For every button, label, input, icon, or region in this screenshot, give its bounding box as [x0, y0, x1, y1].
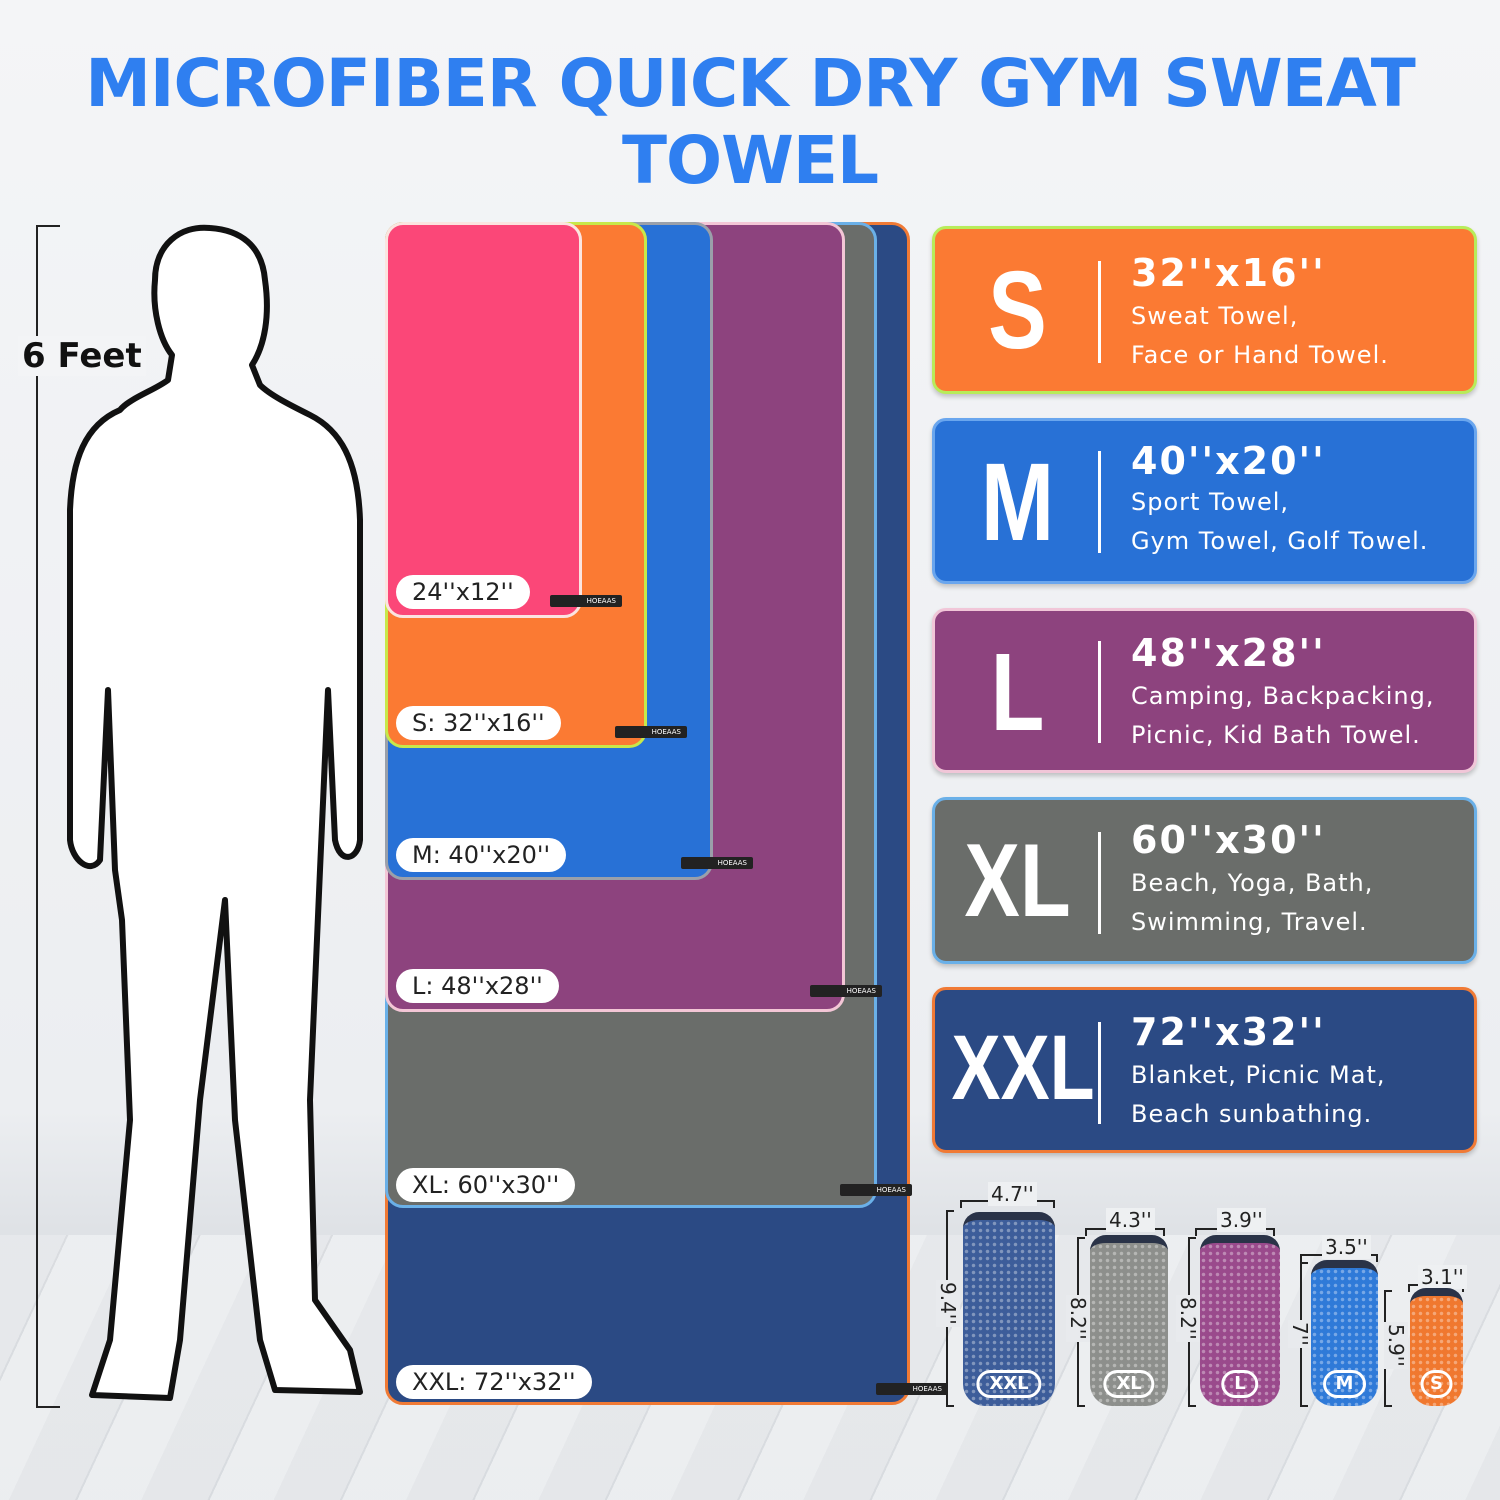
size-use-line2: Face or Hand Towel. — [1131, 341, 1389, 369]
bag-height-l: 8.2'' — [1176, 1295, 1200, 1342]
bag-size-badge: M — [1322, 1370, 1367, 1398]
divider — [1098, 832, 1101, 934]
bag-height-m: 7'' — [1288, 1320, 1312, 1348]
bag-size-badge: L — [1221, 1370, 1259, 1398]
person-silhouette — [67, 224, 363, 1401]
towel-label-xxl: XXL: 72''x32'' — [396, 1365, 592, 1399]
size-use-line2: Beach sunbathing. — [1131, 1100, 1373, 1128]
divider — [1098, 451, 1101, 553]
brand-tag: HOEAAS — [876, 1383, 948, 1395]
brand-tag: HOEAAS — [810, 985, 882, 997]
height-ruler — [36, 225, 60, 1408]
bag-size-badge: XXL — [976, 1370, 1042, 1398]
size-use-line2: Swimming, Travel. — [1131, 908, 1368, 936]
page-title: MICROFIBER QUICK DRY GYM SWEAT TOWEL — [85, 45, 1416, 199]
towel-label-mini: 24''x12'' — [396, 575, 530, 609]
size-dimensions: 32''x16'' — [1131, 251, 1326, 295]
divider — [1098, 1022, 1101, 1124]
towel-label-s: S: 32''x16'' — [396, 706, 561, 740]
towel-label-l: L: 48''x28'' — [396, 969, 559, 1003]
size-card-m: M 40''x20'' Sport Towel, Gym Towel, Golf… — [932, 418, 1477, 584]
brand-tag: HOEAAS — [550, 595, 622, 607]
bag-xl: XL — [1090, 1235, 1168, 1406]
brand-tag: HOEAAS — [840, 1184, 912, 1196]
size-use-line1: Sport Towel, — [1131, 488, 1290, 516]
size-letter: M — [980, 441, 1055, 564]
size-card-s: S 32''x16'' Sweat Towel, Face or Hand To… — [932, 226, 1477, 394]
size-dimensions: 48''x28'' — [1131, 631, 1326, 675]
size-letter: XXL — [951, 1017, 1095, 1119]
brand-tag: HOEAAS — [615, 726, 687, 738]
size-letter: XL — [964, 823, 1071, 939]
size-card-xl: XL 60''x30'' Beach, Yoga, Bath, Swimming… — [932, 797, 1477, 964]
size-use-line1: Beach, Yoga, Bath, — [1131, 869, 1374, 897]
brand-tag: HOEAAS — [681, 857, 753, 869]
bag-height-xxl: 9.4'' — [936, 1280, 960, 1327]
divider — [1098, 261, 1101, 363]
bag-size-badge: XL — [1103, 1370, 1155, 1398]
bag-width-xxl: 4.7'' — [988, 1182, 1037, 1206]
size-use-line1: Blanket, Picnic Mat, — [1131, 1061, 1386, 1089]
size-use-line2: Picnic, Kid Bath Towel. — [1131, 721, 1421, 749]
bag-height-xl: 8.2'' — [1066, 1295, 1090, 1342]
size-dimensions: 60''x30'' — [1131, 818, 1326, 862]
bag-width-l: 3.9'' — [1217, 1208, 1266, 1232]
bag-width-m: 3.5'' — [1322, 1235, 1371, 1259]
towel-label-xl: XL: 60''x30'' — [396, 1168, 576, 1202]
height-label: 6 Feet — [18, 336, 146, 376]
size-use-line1: Sweat Towel, — [1131, 302, 1299, 330]
size-card-l: L 48''x28'' Camping, Backpacking, Picnic… — [932, 608, 1477, 773]
bag-xxl: XXL — [963, 1212, 1055, 1406]
size-letter: L — [990, 631, 1045, 754]
bag-width-s: 3.1'' — [1418, 1265, 1467, 1289]
bag-l: L — [1200, 1235, 1280, 1406]
size-card-xxl: XXL 72''x32'' Blanket, Picnic Mat, Beach… — [932, 987, 1477, 1153]
bag-width-xl: 4.3'' — [1106, 1208, 1155, 1232]
bag-size-badge: S — [1420, 1370, 1453, 1398]
towel-mini — [385, 222, 582, 618]
size-letter: S — [988, 249, 1047, 372]
bag-m: M — [1311, 1260, 1378, 1406]
bag-height-s: 5.9'' — [1384, 1322, 1408, 1369]
size-use-line1: Camping, Backpacking, — [1131, 682, 1435, 710]
bag-s: S — [1410, 1288, 1463, 1406]
size-use-line2: Gym Towel, Golf Towel. — [1131, 527, 1429, 555]
size-dimensions: 72''x32'' — [1131, 1010, 1326, 1054]
towel-label-m: M: 40''x20'' — [396, 838, 567, 872]
size-dimensions: 40''x20'' — [1131, 439, 1326, 483]
divider — [1098, 641, 1101, 743]
